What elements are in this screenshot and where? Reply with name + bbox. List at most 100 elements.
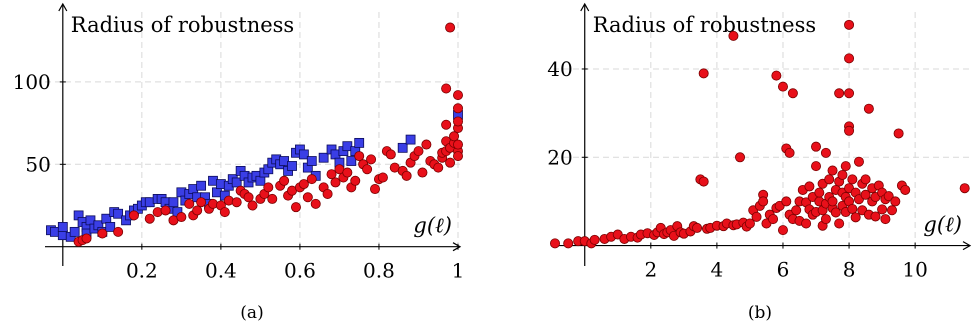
data-point-circle — [452, 116, 463, 127]
x-tick-label: 6 — [777, 258, 790, 282]
data-point-circle — [844, 88, 855, 99]
panel-b-chart: 2 4 6 8 10 20 40 Radius of robustness g(ℓ) (b) — [547, 2, 972, 323]
data-point-circle — [306, 174, 317, 185]
x-tick-label: 0.4 — [205, 259, 237, 283]
data-point-circle — [834, 218, 845, 229]
data-point-circle — [310, 198, 321, 209]
x-axis-arrowhead — [452, 242, 462, 252]
data-point-circle — [322, 188, 333, 199]
data-point-circle — [844, 19, 855, 30]
data-point-circle — [550, 238, 561, 249]
data-point-circle — [820, 214, 831, 225]
data-point-square — [405, 134, 416, 145]
data-point-circle — [959, 183, 970, 194]
data-point-circle — [350, 175, 361, 186]
data-point-circle — [698, 176, 709, 187]
data-point-circle — [830, 207, 841, 218]
x-tick-label: 1 — [452, 259, 465, 283]
x-tick-label: 0.2 — [126, 259, 158, 283]
data-point-circle — [441, 119, 452, 130]
data-point-circle — [787, 88, 798, 99]
data-point-circle — [441, 83, 452, 94]
data-point-circle — [801, 218, 812, 229]
data-point-square — [298, 149, 309, 160]
data-point-circle — [860, 174, 871, 185]
data-point-circle — [247, 200, 258, 211]
data-point-circle — [777, 225, 788, 236]
data-point-circle — [445, 157, 456, 168]
data-point-circle — [433, 162, 444, 173]
data-point-circle — [97, 228, 108, 239]
data-point-circle — [290, 202, 301, 213]
panel-caption: (b) — [748, 303, 772, 323]
data-point-circle — [354, 151, 365, 162]
data-point-square — [196, 180, 207, 191]
y-tick-label: 100 — [13, 70, 51, 94]
data-point-square — [318, 152, 329, 163]
data-point-circle — [840, 161, 851, 172]
y-axis-label: Radius of robustness — [593, 13, 816, 37]
data-point-circle — [219, 207, 230, 218]
series-circles — [73, 22, 463, 247]
data-point-circle — [791, 205, 802, 216]
data-point-square — [57, 222, 68, 232]
data-point-circle — [160, 205, 171, 216]
data-point-circle — [771, 70, 782, 81]
data-point-circle — [847, 203, 858, 214]
data-point-square — [105, 222, 116, 232]
data-point-square — [113, 208, 124, 219]
series-circles — [550, 19, 970, 249]
y-tick-label: 40 — [547, 57, 572, 81]
data-point-circle — [326, 169, 337, 180]
data-point-circle — [421, 139, 432, 150]
data-point-circle — [176, 212, 187, 223]
x-tick-label: 2 — [644, 258, 657, 282]
data-point-circle — [827, 196, 838, 207]
x-tick-label: 0.6 — [284, 259, 316, 283]
x-axis-label: g(ℓ) — [923, 213, 962, 237]
x-axis-arrowhead — [962, 241, 972, 251]
data-point-circle — [385, 149, 396, 160]
y-axis-arrowhead — [58, 2, 68, 12]
data-point-circle — [728, 30, 739, 41]
data-point-square — [279, 156, 290, 166]
data-point-circle — [824, 174, 835, 185]
data-point-square — [354, 137, 365, 148]
data-point-circle — [401, 170, 412, 181]
data-point-square — [306, 156, 317, 166]
data-point-circle — [342, 167, 353, 178]
data-point-circle — [128, 210, 139, 221]
data-point-circle — [751, 211, 762, 222]
data-point-circle — [231, 197, 242, 208]
data-point-circle — [883, 191, 894, 202]
data-point-circle — [900, 184, 911, 195]
data-point-circle — [758, 196, 769, 207]
data-point-circle — [452, 90, 463, 101]
data-point-circle — [811, 161, 822, 172]
data-point-circle — [330, 177, 341, 188]
data-point-circle — [184, 198, 195, 209]
data-point-circle — [81, 233, 92, 244]
data-point-circle — [777, 81, 788, 92]
data-point-circle — [449, 131, 460, 142]
data-point-circle — [834, 88, 845, 99]
data-point-circle — [267, 193, 278, 204]
data-point-circle — [844, 125, 855, 136]
series-squares — [46, 109, 463, 242]
data-point-circle — [144, 213, 155, 224]
x-tick-label: 4 — [711, 258, 724, 282]
data-point-circle — [863, 103, 874, 114]
data-point-square — [168, 197, 179, 208]
data-point-circle — [366, 154, 377, 165]
data-point-circle — [853, 156, 864, 167]
data-point-circle — [735, 152, 746, 163]
data-point-circle — [811, 141, 822, 152]
data-point-circle — [890, 196, 901, 207]
grid-lines — [553, 12, 970, 252]
data-point-circle — [850, 212, 861, 223]
data-point-circle — [768, 214, 779, 225]
data-point-circle — [370, 184, 381, 195]
data-point-circle — [781, 196, 792, 207]
data-point-circle — [880, 214, 891, 225]
